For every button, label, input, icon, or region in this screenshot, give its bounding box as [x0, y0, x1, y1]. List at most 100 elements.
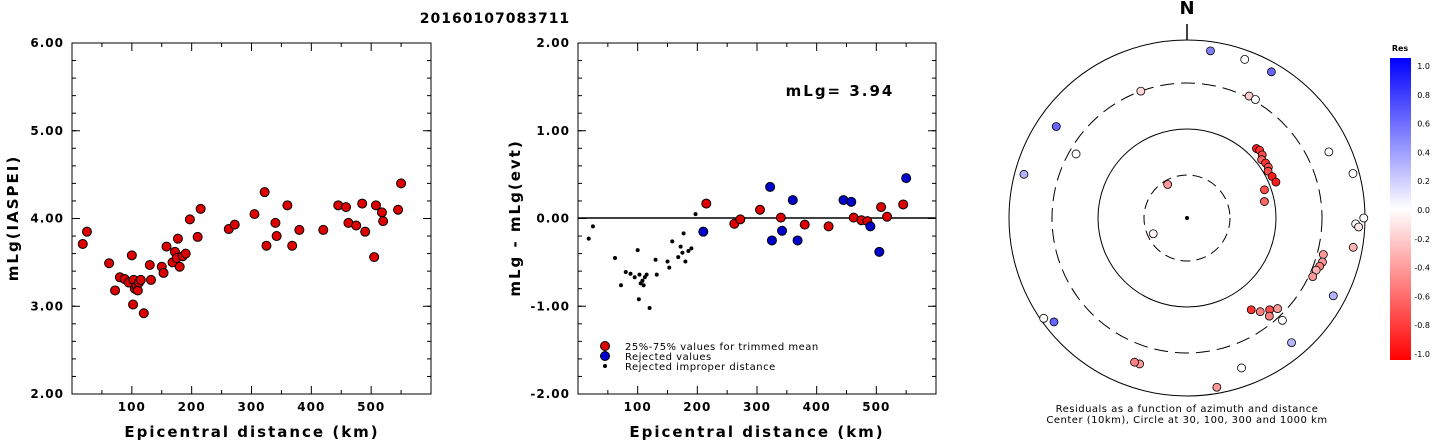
- data-point: [126, 250, 137, 261]
- rejected-point: [777, 225, 788, 236]
- data-point: [229, 219, 240, 230]
- rejected-point: [901, 173, 912, 184]
- improper-distance-point: [618, 283, 623, 288]
- trimmed-point: [701, 198, 712, 209]
- colorbar-tick-label: -0.4: [1414, 264, 1430, 273]
- improper-distance-point: [676, 255, 681, 260]
- improper-distance-point: [644, 272, 649, 277]
- trimmed-point: [754, 204, 765, 215]
- improper-distance-point: [637, 272, 642, 277]
- colorbar-tick-label: 0.2: [1417, 177, 1430, 186]
- x-tick-label: 400: [803, 400, 831, 414]
- improper-distance-point: [689, 246, 694, 251]
- data-point: [195, 203, 206, 214]
- station-marker: [1071, 149, 1081, 159]
- station-marker: [1049, 317, 1059, 327]
- trimmed-point: [775, 212, 786, 223]
- improper-distance-point: [612, 255, 617, 260]
- trimmed-point: [876, 202, 887, 213]
- x-tick-label: 400: [297, 400, 325, 414]
- station-marker: [1237, 363, 1246, 373]
- x-tick-label: 500: [862, 400, 890, 414]
- station-marker: [1130, 357, 1139, 367]
- data-point: [287, 240, 298, 251]
- trimmed-point: [882, 211, 893, 222]
- colorbar-tick-label: 1.0: [1417, 62, 1430, 71]
- colorbar-ticks: 1.0 0.8 0.6 0.4 0.2 0.0 -0.2 -0.4 -0.6 -0.8 -1.0: [1414, 62, 1430, 359]
- improper-distance-point: [683, 259, 688, 264]
- improper-distance-point: [632, 275, 637, 280]
- station-marker: [1163, 180, 1173, 189]
- legend-label-rejected: Rejected values: [625, 352, 712, 363]
- station-marker: [1318, 250, 1328, 259]
- y-tick-label: -2.00: [530, 387, 570, 401]
- station-marker: [1212, 382, 1222, 392]
- data-point: [135, 274, 146, 285]
- residual-colorbar: Res 1.0 0.8 0.6 0.4 0.2 0.0 -0.2 -0.4 -0.6 -0.8 -1…: [1390, 44, 1430, 360]
- improper-distance-point: [681, 231, 686, 236]
- polar-caption-line2: Center (10km), Circle at 30, 100, 300 an…: [1046, 415, 1327, 426]
- data-point: [77, 238, 88, 249]
- data-point: [184, 214, 195, 225]
- improper-distance-point: [670, 239, 675, 244]
- data-point: [271, 231, 282, 242]
- x-tick-label: 200: [683, 400, 711, 414]
- station-marker: [1260, 185, 1269, 195]
- improper-distance-point: [680, 250, 685, 255]
- data-point: [294, 224, 305, 235]
- plot1-xlabel: Epicentral distance (km): [124, 423, 379, 441]
- improper-distance-point: [628, 271, 633, 276]
- colorbar-tick-label: -0.6: [1414, 292, 1430, 301]
- trimmed-point: [735, 214, 746, 225]
- center-marker: [1185, 216, 1189, 220]
- x-tick-label: 100: [624, 400, 652, 414]
- station-marker: [1136, 86, 1146, 96]
- data-point: [161, 241, 172, 252]
- station-marker: [1287, 338, 1296, 347]
- station-marker: [1260, 197, 1269, 206]
- station-marker: [1278, 315, 1287, 325]
- data-point: [81, 226, 92, 237]
- improper-distance-point: [647, 306, 652, 311]
- rejected-point: [792, 235, 803, 246]
- plot2-ylabel: mLg - mLg(evt): [506, 139, 524, 296]
- polar-caption-line1: Residuals as a function of azimuth and d…: [1056, 404, 1319, 415]
- improper-distance-point: [590, 224, 595, 229]
- data-point: [393, 204, 404, 215]
- station-marker: [1039, 313, 1049, 323]
- station-marker: [1251, 95, 1260, 104]
- station-marker: [1308, 272, 1318, 282]
- improper-distance-point: [653, 257, 658, 262]
- plot2-annotation: mLg= 3.94: [786, 82, 895, 100]
- plot1-points: [77, 178, 407, 319]
- y-tick-label: -1.00: [530, 299, 570, 313]
- data-point: [180, 248, 191, 259]
- colorbar-tick-label: -0.2: [1414, 235, 1430, 244]
- ring-100km: [1097, 128, 1277, 308]
- data-point: [396, 178, 407, 189]
- x-tick-label: 300: [237, 400, 265, 414]
- data-point: [318, 224, 329, 235]
- station-marker: [1051, 122, 1061, 131]
- y-tick-label: 2.00: [30, 387, 64, 401]
- data-point: [376, 207, 387, 218]
- station-marker: [1273, 304, 1282, 313]
- data-point: [104, 258, 115, 269]
- north-label: N: [1179, 0, 1194, 19]
- station-marker: [1019, 169, 1029, 179]
- rejected-point: [765, 181, 776, 192]
- rejected-point: [865, 221, 876, 232]
- x-tick-label: 300: [743, 400, 771, 414]
- data-point: [110, 285, 121, 296]
- station-marker: [1246, 305, 1256, 315]
- improper-distance-point: [636, 297, 641, 302]
- data-point: [261, 240, 272, 251]
- y-tick-label: 2.00: [536, 36, 570, 50]
- plot1-ylabel: mLg(IASPEI): [4, 155, 22, 281]
- station-marker: [1264, 311, 1274, 321]
- data-point: [192, 231, 203, 242]
- improper-distance-point: [640, 278, 645, 283]
- trimmed-point: [799, 219, 810, 230]
- improper-distance-point: [635, 248, 640, 253]
